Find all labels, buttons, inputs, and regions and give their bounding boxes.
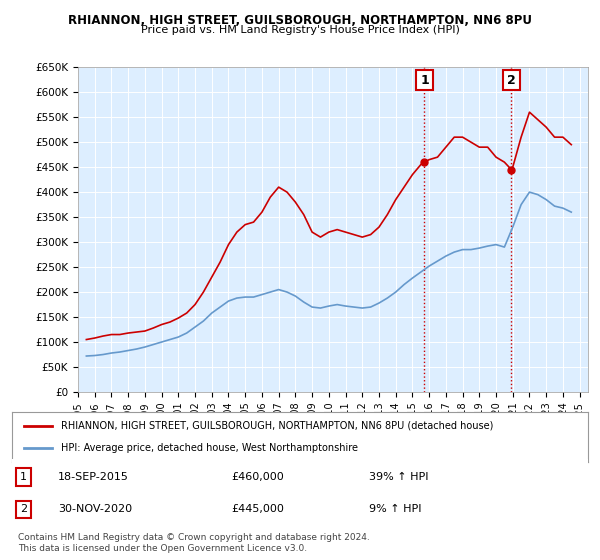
Text: £460,000: £460,000 xyxy=(231,472,284,482)
Text: Contains HM Land Registry data © Crown copyright and database right 2024.
This d: Contains HM Land Registry data © Crown c… xyxy=(18,533,370,553)
Text: 30-NOV-2020: 30-NOV-2020 xyxy=(58,505,132,515)
Text: 9% ↑ HPI: 9% ↑ HPI xyxy=(369,505,422,515)
Text: 2: 2 xyxy=(20,505,27,515)
Text: 1: 1 xyxy=(420,74,429,87)
Text: HPI: Average price, detached house, West Northamptonshire: HPI: Average price, detached house, West… xyxy=(61,443,358,453)
Text: Price paid vs. HM Land Registry's House Price Index (HPI): Price paid vs. HM Land Registry's House … xyxy=(140,25,460,35)
Text: 18-SEP-2015: 18-SEP-2015 xyxy=(58,472,129,482)
Text: RHIANNON, HIGH STREET, GUILSBOROUGH, NORTHAMPTON, NN6 8PU: RHIANNON, HIGH STREET, GUILSBOROUGH, NOR… xyxy=(68,14,532,27)
Text: RHIANNON, HIGH STREET, GUILSBOROUGH, NORTHAMPTON, NN6 8PU (detached house): RHIANNON, HIGH STREET, GUILSBOROUGH, NOR… xyxy=(61,421,493,431)
Text: 1: 1 xyxy=(20,472,27,482)
Text: £445,000: £445,000 xyxy=(231,505,284,515)
Text: 2: 2 xyxy=(507,74,516,87)
Text: 39% ↑ HPI: 39% ↑ HPI xyxy=(369,472,428,482)
